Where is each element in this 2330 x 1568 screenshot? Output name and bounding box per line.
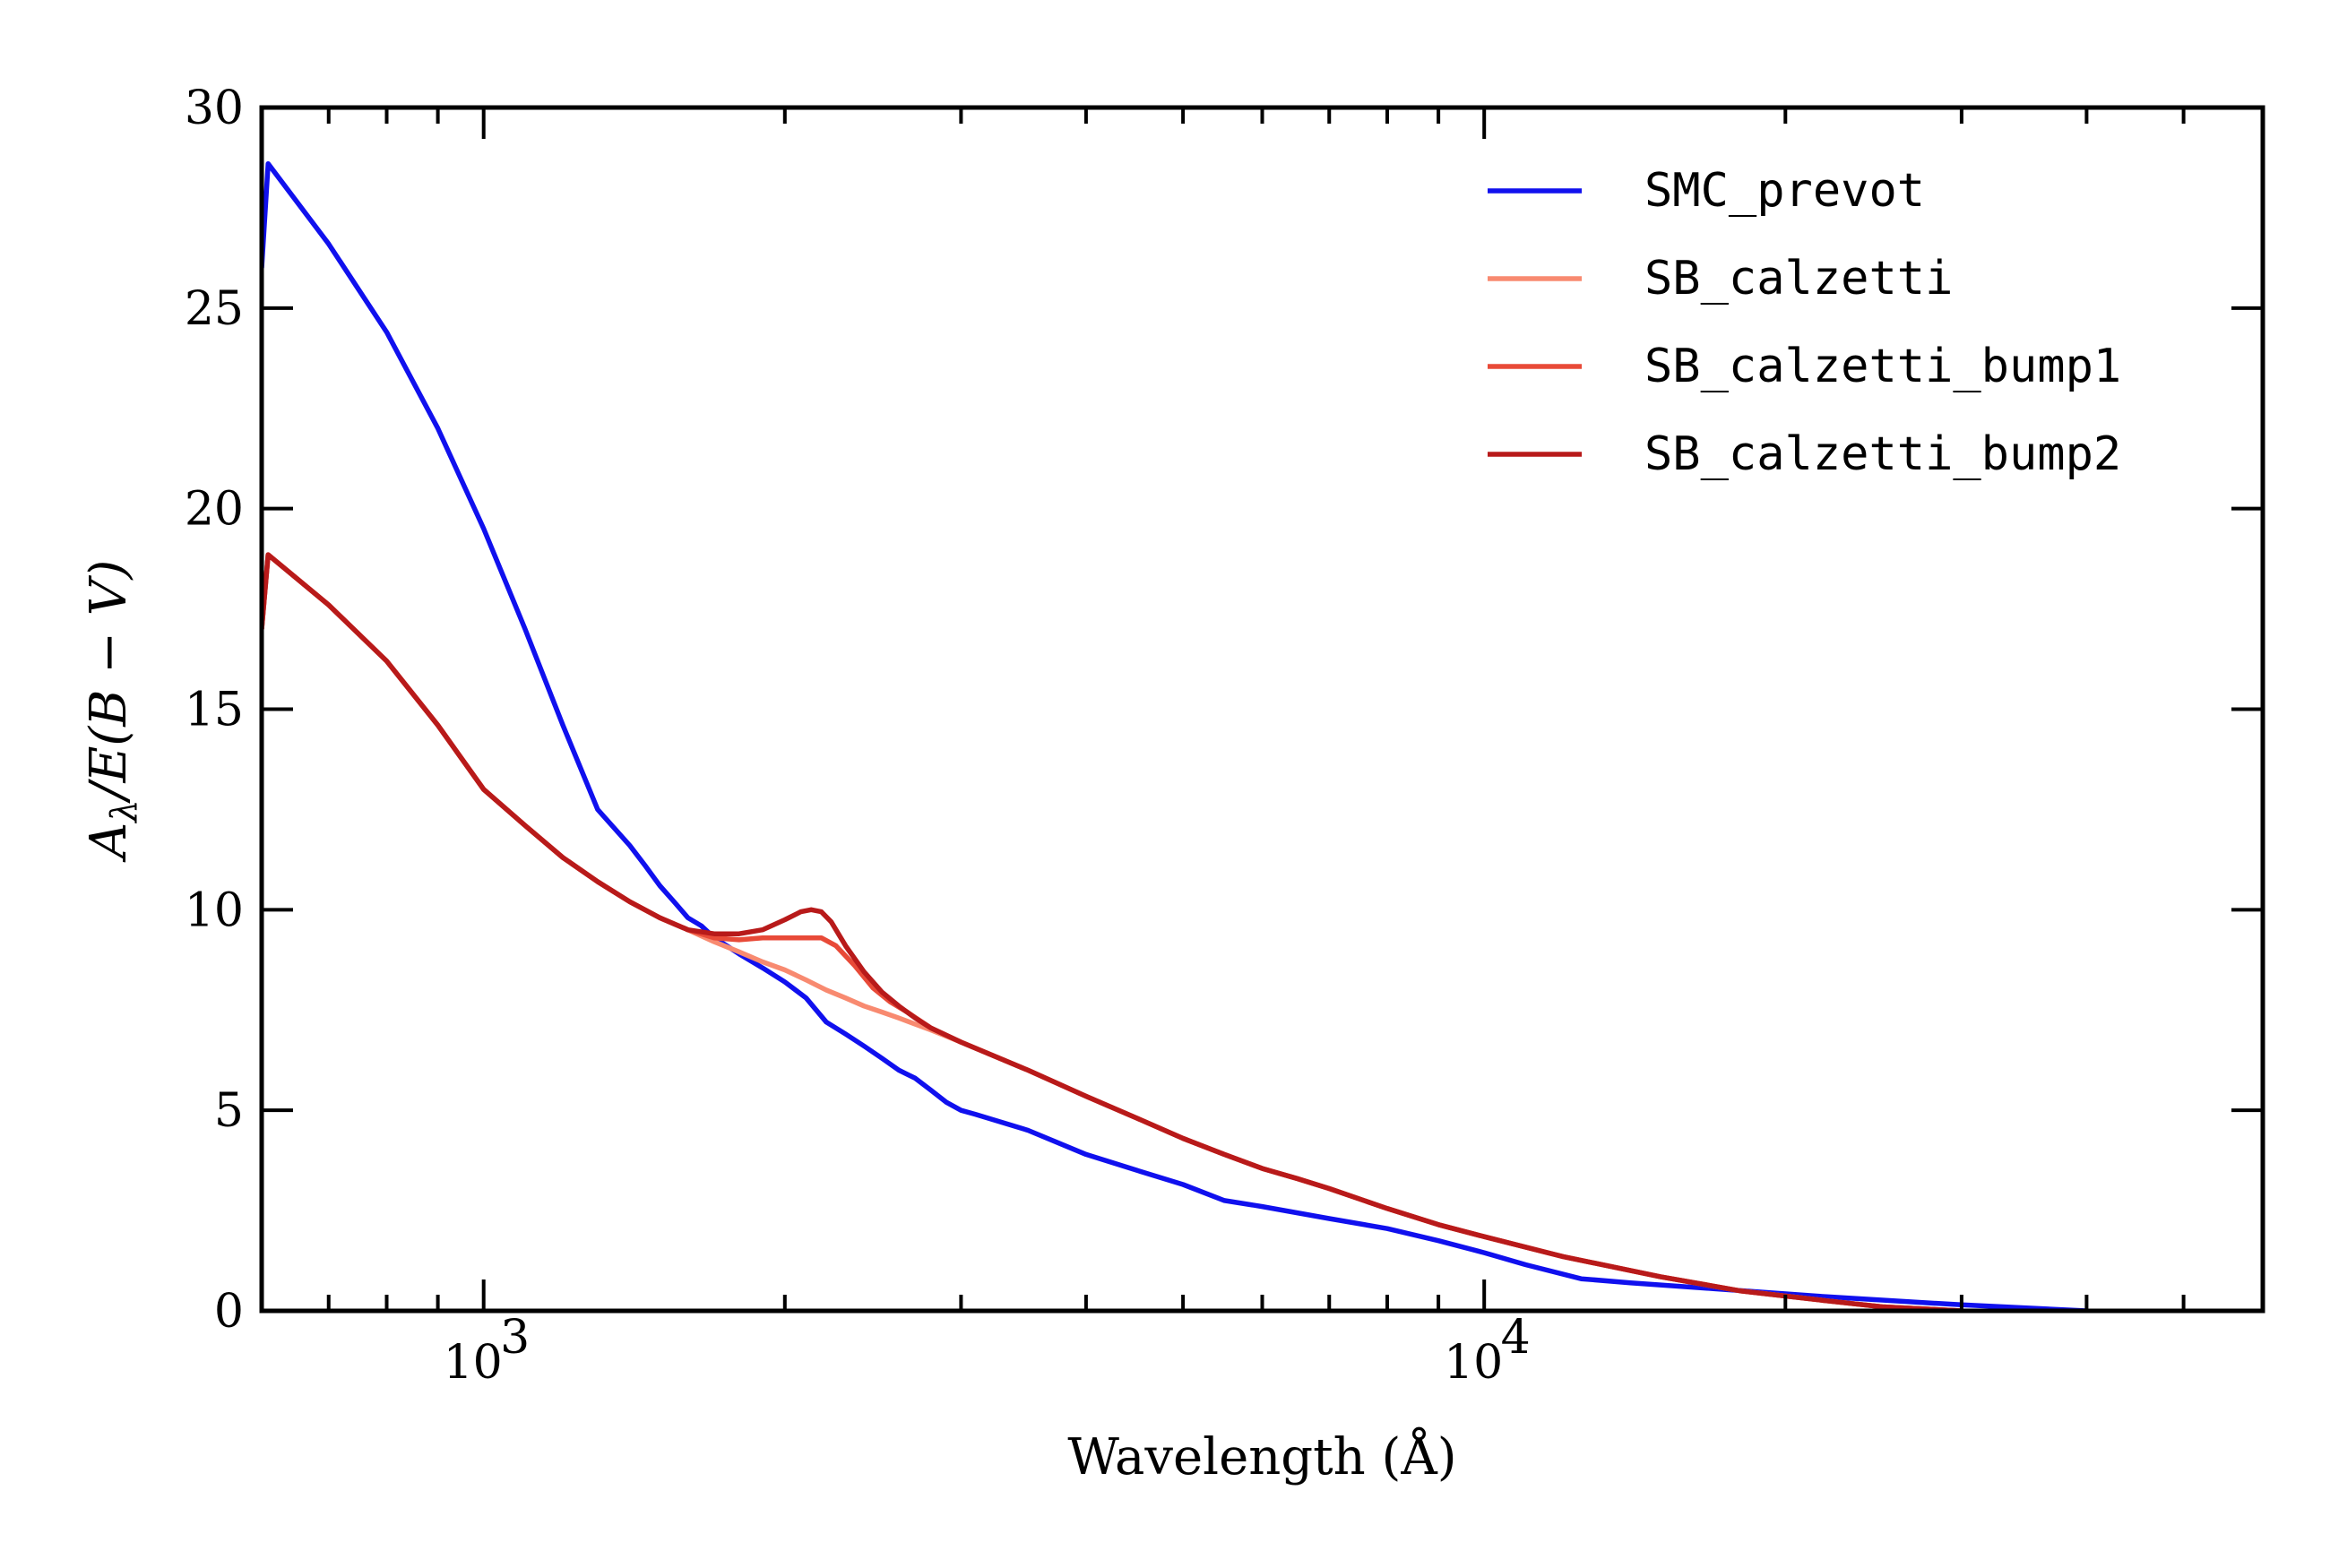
series-line-3 xyxy=(262,552,1963,1311)
y-tick-label-1: 5 xyxy=(214,1084,244,1138)
series-line-1 xyxy=(262,552,1963,1311)
x-tick-label-0: 10 xyxy=(444,1336,503,1390)
legend-label-0: SMC_prevot xyxy=(1644,164,1925,218)
legend: SMC_prevot SB_calzetti SB_calzetti_bump1 SB… xyxy=(1488,164,2121,481)
y-tick-label-0: 0 xyxy=(214,1285,244,1339)
x-tick-exponent-0: 3 xyxy=(500,1311,530,1365)
y-tick-label-3: 15 xyxy=(185,684,244,737)
y-tick-label-2: 10 xyxy=(185,883,244,937)
x-axis-title: Wavelength (Å) xyxy=(1067,1426,1456,1486)
series-layer xyxy=(262,160,2087,1311)
legend-label-3: SB_calzetti_bump2 xyxy=(1644,427,2121,481)
legend-label-1: SB_calzetti xyxy=(1644,252,1953,306)
y-axis-title: Aλ/E(B − V) xyxy=(80,560,145,863)
x-tick-exponent-1: 4 xyxy=(1501,1311,1531,1365)
plot-frame xyxy=(259,105,2265,1314)
y-tick-label-6: 30 xyxy=(185,82,244,135)
series-line-2 xyxy=(262,552,1963,1311)
series-line-0 xyxy=(262,160,2087,1311)
x-tick-label-1: 10 xyxy=(1444,1336,1503,1390)
y-tick-label-5: 25 xyxy=(185,282,244,336)
legend-label-2: SB_calzetti_bump1 xyxy=(1644,340,2121,393)
y-tick-label-4: 20 xyxy=(185,483,244,537)
